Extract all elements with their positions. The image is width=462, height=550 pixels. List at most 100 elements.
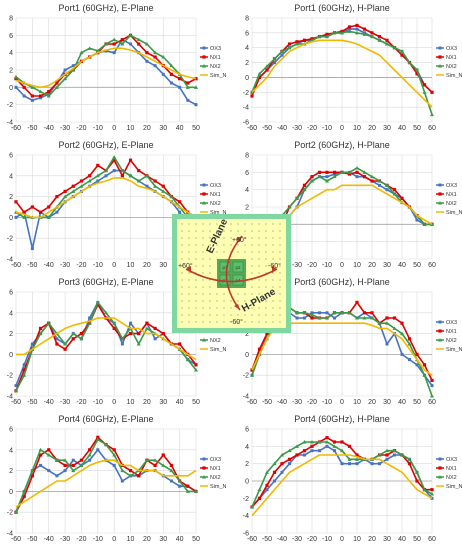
data-point (137, 169, 141, 173)
data-point (310, 440, 314, 444)
via-dot (251, 258, 253, 260)
data-point (310, 449, 314, 453)
via-dot (230, 300, 232, 302)
via-dot (265, 244, 267, 246)
data-point (430, 496, 434, 500)
x-tick-label: -60 (11, 399, 21, 406)
data-point (144, 326, 149, 330)
angle-label-right: -60° (268, 262, 281, 270)
data-point (161, 453, 165, 457)
y-tick-label: -4 (243, 105, 249, 112)
data-point (340, 310, 344, 315)
data-point (302, 187, 307, 192)
x-tick-label: 0 (340, 262, 344, 269)
data-point (161, 72, 165, 76)
data-point (194, 489, 198, 493)
y-tick-label: 2 (9, 194, 13, 201)
data-point (265, 64, 269, 68)
via-dot (265, 230, 267, 232)
series-line-ox3 (15, 301, 197, 386)
data-point (39, 96, 43, 100)
via-dot (251, 265, 253, 267)
data-point (38, 453, 43, 457)
x-tick-label: -40 (277, 125, 287, 132)
data-point (63, 347, 67, 351)
data-point (407, 337, 412, 341)
data-point (38, 210, 43, 214)
data-point (377, 34, 382, 39)
data-point (46, 453, 51, 457)
data-point (310, 444, 314, 448)
data-point (112, 169, 116, 173)
x-tick-label: 0 (112, 125, 116, 132)
data-point (272, 461, 277, 466)
via-dot (251, 307, 253, 309)
via-dot (279, 272, 281, 274)
x-tick-label: 10 (127, 536, 135, 543)
via-dot (181, 321, 183, 323)
data-point (415, 479, 419, 483)
data-point (161, 55, 166, 59)
data-point (145, 59, 149, 63)
via-dot (188, 244, 190, 246)
data-point (280, 453, 284, 457)
chart-panel: Port1 (60GHz), E-Plane-60 -50 -40 -30 -20 -10… (7, 3, 227, 132)
data-point (438, 55, 442, 59)
data-point (22, 489, 27, 493)
via-dot (216, 293, 218, 295)
data-point (63, 189, 67, 193)
via-dot (223, 223, 225, 225)
data-point (88, 458, 92, 462)
data-point (430, 90, 434, 94)
via-dot (223, 314, 225, 316)
data-point (14, 384, 18, 388)
data-point (38, 326, 43, 330)
data-point (178, 85, 182, 89)
data-point (355, 166, 359, 170)
via-dot (209, 300, 211, 302)
x-tick-label: 50 (413, 262, 421, 269)
data-point (392, 326, 397, 330)
x-tick-label: 20 (368, 399, 376, 406)
data-point (438, 201, 442, 205)
via-dot (202, 237, 204, 239)
legend-entry: NX1 (446, 466, 457, 472)
data-point (392, 316, 397, 320)
data-point (438, 329, 442, 333)
data-point (400, 352, 404, 356)
data-point (129, 321, 133, 325)
data-point (63, 458, 68, 462)
data-point (112, 321, 117, 325)
data-point (430, 112, 434, 117)
x-tick-label: 30 (383, 262, 391, 269)
via-dot (188, 321, 190, 323)
data-point (153, 179, 157, 183)
data-point (120, 38, 124, 42)
data-point (30, 342, 34, 346)
data-point (362, 175, 367, 179)
data-point (104, 168, 108, 173)
data-point (178, 210, 182, 214)
via-dot (258, 244, 260, 246)
via-dot (258, 265, 260, 267)
x-tick-label: 40 (398, 125, 406, 132)
data-point (112, 37, 117, 42)
data-point (325, 32, 329, 36)
angle-label-top: +60° (232, 236, 247, 244)
y-tick-label: -2 (7, 510, 13, 517)
data-point (30, 205, 34, 209)
data-point (422, 222, 427, 226)
data-point (95, 300, 100, 304)
legend-entry: OX3 (446, 320, 457, 326)
data-point (347, 29, 352, 33)
data-point (30, 474, 34, 478)
data-point (438, 64, 442, 68)
data-point (87, 453, 92, 457)
data-point (153, 463, 157, 467)
data-point (71, 468, 76, 473)
via-dot (272, 300, 274, 302)
y-tick-label: 4 (245, 187, 249, 194)
chart-panel: Port4 (60GHz), H-Plane-60 -50 -40 -30 -20 -10… (243, 414, 462, 543)
data-point (202, 475, 206, 479)
